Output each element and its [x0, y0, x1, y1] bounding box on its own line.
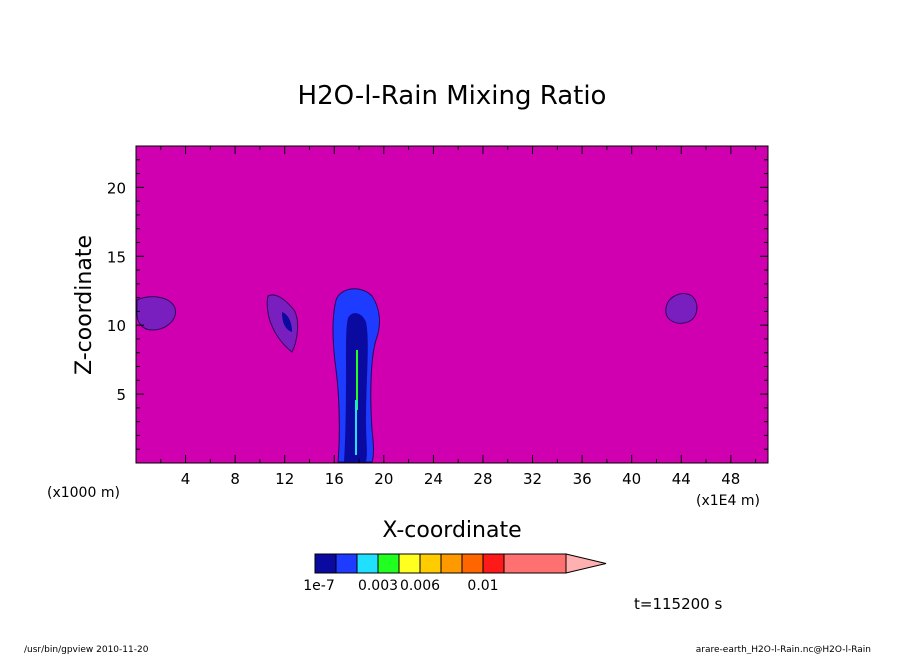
x-tick-label: 8 — [230, 470, 240, 488]
colorbar: 1e-7 0.003 0.006 0.01 — [303, 553, 607, 594]
x-tick-label: 28 — [473, 470, 492, 488]
colorbar-swatch — [503, 553, 567, 574]
y-tick-label: 10 — [107, 317, 126, 335]
x-tick-label: 36 — [573, 470, 592, 488]
x-tick-label: 16 — [325, 470, 344, 488]
rain-blob-small — [266, 294, 299, 353]
colorbar-label: 1e-7 — [303, 578, 334, 594]
y-axis-label: Z-coordinate — [72, 235, 97, 375]
x-tick-label: 48 — [721, 470, 740, 488]
plot-background — [135, 145, 769, 464]
time-label: t=115200 s — [634, 595, 722, 613]
colorbar-swatch — [356, 553, 379, 574]
x-tick-label: 4 — [181, 470, 191, 488]
x-tick-label: 20 — [374, 470, 393, 488]
footer-right: arare-earth_H2O-l-Rain.nc@H2O-l-Rain — [696, 645, 871, 654]
x-unit-left: (x1000 m) — [47, 485, 120, 501]
colorbar-swatch — [335, 553, 358, 574]
colorbar-extend-arrow — [565, 553, 607, 574]
rain-blob-left — [136, 296, 176, 331]
colorbar-swatch — [482, 553, 505, 574]
x-unit-right: (x1E4 m) — [696, 493, 760, 509]
colorbar-swatch — [314, 553, 337, 574]
y-tick-label: 15 — [107, 248, 126, 266]
y-axis-ticks: 5 10 15 20 — [107, 159, 768, 450]
colorbar-swatch — [377, 553, 400, 574]
y-tick-label: 20 — [107, 179, 126, 197]
chart-title: H2O-l-Rain Mixing Ratio — [298, 81, 607, 111]
colorbar-swatch — [440, 553, 463, 574]
x-tick-label: 12 — [275, 470, 294, 488]
x-axis-label: X-coordinate — [382, 518, 521, 543]
colorbar-swatch — [461, 553, 484, 574]
colorbar-label: 0.006 — [400, 578, 440, 594]
rain-features — [136, 288, 698, 463]
rain-blob-small-core — [282, 312, 292, 332]
rain-blob-right — [665, 293, 698, 324]
colorbar-swatch — [398, 553, 421, 574]
y-tick-label: 5 — [116, 386, 126, 404]
x-axis-ticks: 4 8 12 16 20 24 28 32 36 40 44 48 — [160, 146, 757, 488]
x-tick-label: 32 — [523, 470, 542, 488]
footer-left: /usr/bin/gpview 2010-11-20 — [24, 645, 149, 654]
colorbar-label: 0.01 — [467, 578, 498, 594]
rain-column-streak-green — [356, 350, 358, 410]
colorbar-label: 0.003 — [358, 578, 398, 594]
x-tick-label: 44 — [672, 470, 691, 488]
x-tick-label: 24 — [424, 470, 443, 488]
x-tick-label: 40 — [622, 470, 641, 488]
rain-column-streak-cyan — [355, 400, 357, 455]
colorbar-swatch — [419, 553, 442, 574]
rain-column-core — [344, 313, 368, 462]
